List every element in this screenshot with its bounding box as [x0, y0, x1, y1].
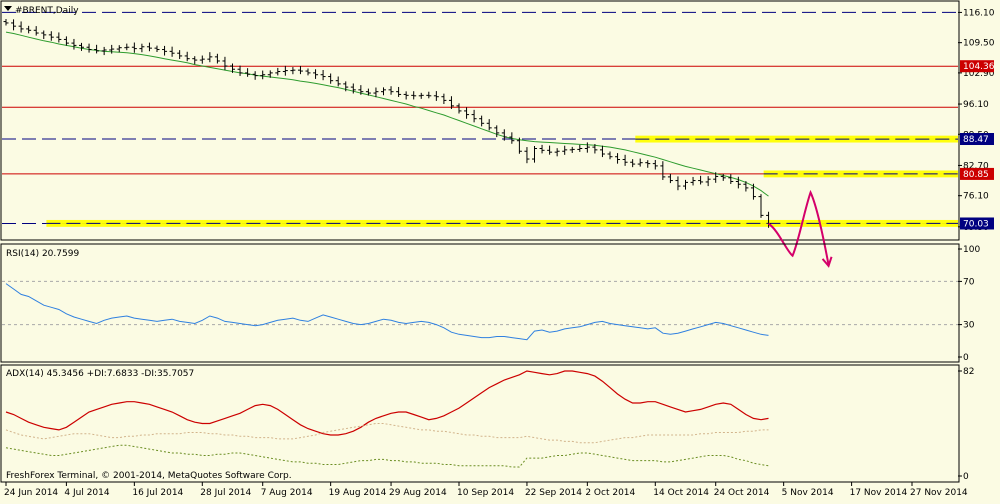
y-tick-label: 109.50 [963, 39, 995, 49]
price-label-box [960, 133, 994, 146]
y-tick-label: 70 [963, 277, 975, 287]
price-label-box [960, 217, 994, 230]
adx-lines [5, 370, 769, 468]
y-tick-label: 102.90 [963, 69, 995, 79]
chart-title: #BRENT,Daily [4, 6, 79, 16]
y-tick-label: 30 [963, 321, 975, 331]
y-tick-label: 82.70 [963, 161, 989, 171]
adx-title: ADX(14) 45.3456 +DI:7.6833 -DI:35.7057 [6, 369, 194, 379]
y-tick-label: 82 [963, 367, 974, 377]
price-label-text: 88.47 [963, 135, 989, 145]
dropdown-arrow-icon[interactable] [4, 6, 12, 11]
adx-series-line [5, 444, 769, 468]
y-tick-label: 76.10 [963, 192, 989, 202]
highlight-zones [46, 135, 958, 227]
price-label-text: 80.85 [963, 170, 989, 180]
price-panel: 116.10109.50102.9096.1089.5082.7076.1069… [0, 0, 995, 268]
highlight-zone [763, 170, 958, 178]
adx-series-line [5, 370, 769, 436]
price-labels: 104.36 88.47 80.85 70.03 [960, 60, 995, 230]
highlight-zone [46, 219, 958, 227]
rsi-panel-frame [0, 243, 960, 363]
adx-panel: 82 0 ADX(14) 45.3456 +DI:7.6833 -DI:35.70… [0, 364, 974, 483]
x-tick-label: 29 Aug 2014 [389, 488, 447, 498]
x-tick-label: 14 Oct 2014 [653, 488, 709, 498]
time-axis: 24 Jun 2014 4 Jul 2014 16 Jul 2014 28 Jul 2… [4, 482, 968, 498]
y-tick-label: 116.10 [963, 8, 995, 18]
chart-title-text: #BRENT,Daily [15, 6, 79, 16]
x-tick-label: 10 Sep 2014 [457, 488, 514, 498]
price-label-text: 70.03 [963, 219, 989, 229]
x-tick-label: 27 Nov 2014 [910, 488, 968, 498]
y-tick-label: 96.10 [963, 100, 989, 110]
x-tick-label: 16 Jul 2014 [132, 488, 183, 498]
rsi-y-axis: 100 70 30 0 [958, 245, 980, 363]
y-tick-label: 0 [963, 353, 969, 363]
arrow-head-icon [821, 256, 833, 268]
x-tick-label: 5 Nov 2014 [782, 488, 834, 498]
rsi-title: RSI(14) 20.7599 [6, 249, 79, 259]
rsi-path [5, 283, 769, 341]
price-label-box [960, 60, 994, 73]
x-tick-label: 22 Sep 2014 [525, 488, 582, 498]
x-tick-label: 2 Oct 2014 [585, 488, 635, 498]
price-label-text: 104.36 [963, 62, 995, 72]
adx-series-line [5, 423, 769, 444]
x-tick-label: 24 Oct 2014 [714, 488, 770, 498]
adx-y-axis: 82 0 [958, 367, 974, 482]
y-tick-label: 100 [963, 245, 980, 255]
price-panel-frame [0, 0, 960, 241]
x-tick-label: 28 Jul 2014 [200, 488, 251, 498]
forecast-path [767, 189, 830, 266]
x-tick-label: 24 Jun 2014 [4, 488, 58, 498]
adx-panel-frame [0, 364, 960, 483]
x-tick-label: 7 Aug 2014 [261, 488, 313, 498]
ma-line [5, 31, 769, 197]
x-tick-label: 17 Nov 2014 [850, 488, 908, 498]
rsi-panel: 100 70 30 0 RSI(14) 20.7599 [0, 243, 980, 363]
y-tick-label: 0 [963, 472, 969, 482]
rsi-line [5, 283, 769, 341]
price-label-box [960, 167, 994, 180]
copyright-text: FreshForex Terminal, © 2001-2014, MetaQu… [6, 471, 292, 481]
x-tick-label: 4 Jul 2014 [64, 488, 109, 498]
forecast-arrow [767, 189, 833, 268]
moving-average [5, 31, 769, 197]
price-bars [3, 19, 772, 228]
x-tick-label: 19 Aug 2014 [329, 488, 387, 498]
